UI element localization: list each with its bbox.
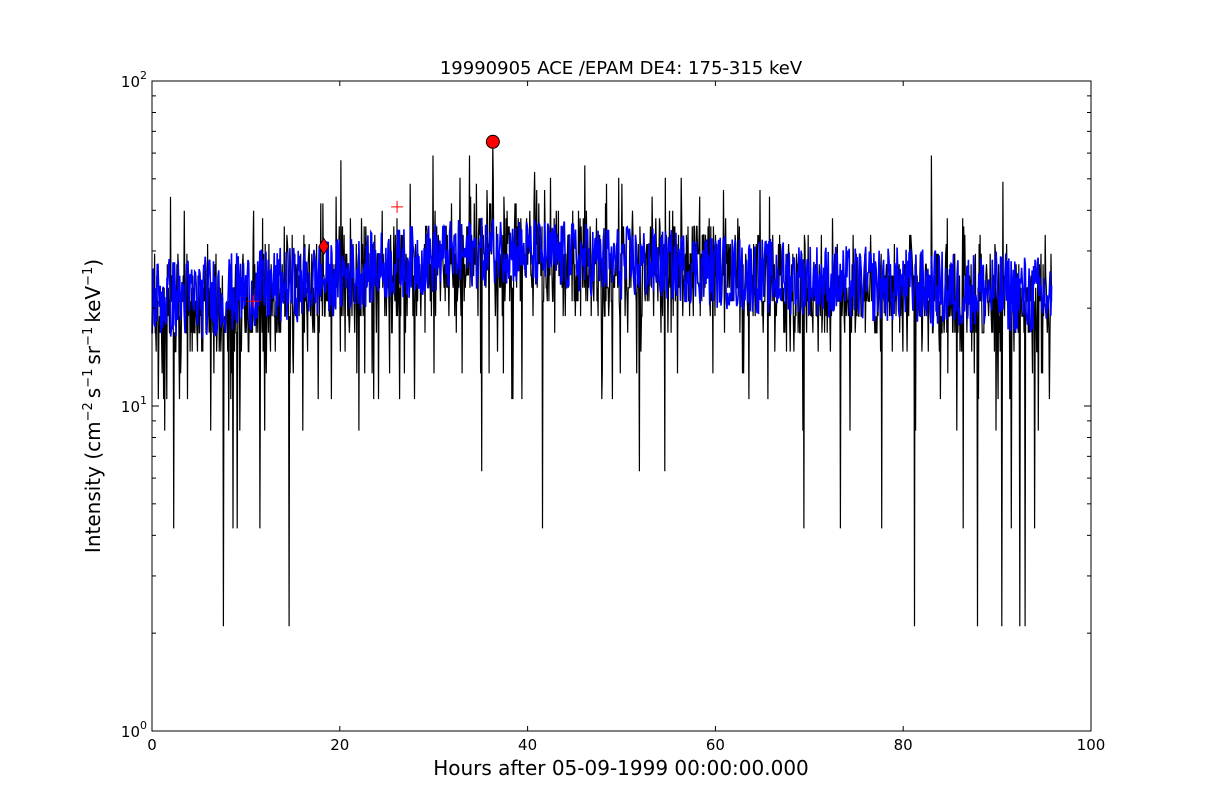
x-tick-label: 20 — [330, 736, 349, 754]
x-tick-label: 0 — [147, 736, 157, 754]
y-tick-exponent: 1 — [140, 394, 147, 407]
y-tick-label: 102 — [121, 69, 147, 91]
x-tick-label: 40 — [518, 736, 537, 754]
markers — [247, 134, 500, 308]
x-tick-label: 80 — [894, 736, 913, 754]
y-axis-label-close: ) — [81, 259, 105, 267]
series-smoothed — [151, 217, 1053, 339]
y-axis-label: Intensity (cm−2s−1sr−1keV−1) — [81, 259, 105, 553]
chart-title: 19990905 ACE /EPAM DE4: 175-315 keV — [440, 58, 803, 79]
onset-marker-diamond — [318, 237, 330, 256]
y-axis-label-exp3: −1 — [81, 327, 96, 346]
y-axis-label-main: Intensity (cm — [81, 421, 105, 553]
y-tick-base: 10 — [121, 398, 140, 416]
y-tick-label: 100 — [121, 719, 147, 741]
x-tick-label: 60 — [706, 736, 725, 754]
y-axis-label-unit3: keV — [81, 286, 105, 323]
y-tick-exponent: 2 — [140, 69, 147, 82]
peak-marker-circle — [485, 134, 500, 149]
y-axis-label-unit2: sr — [81, 345, 105, 364]
y-tick-base: 10 — [121, 73, 140, 91]
plot-area — [151, 134, 1053, 627]
y-tick-label: 101 — [121, 394, 147, 416]
y-axis-label-exp4: −1 — [81, 267, 96, 286]
x-axis-ticks: 0 20 40 60 80 100 — [147, 81, 1105, 754]
x-tick-label: 100 — [1077, 736, 1106, 754]
y-axis-label-unit: s — [81, 388, 105, 398]
smoothed-intensity-line — [151, 217, 1053, 339]
y-tick-base: 10 — [121, 723, 140, 741]
y-axis-label-exp1: −2 — [81, 402, 96, 421]
x-axis-label: Hours after 05-09-1999 00:00:00.000 — [433, 756, 809, 780]
y-tick-exponent: 0 — [140, 719, 147, 732]
plus-marker-3 — [391, 200, 404, 213]
plus-marker-2 — [247, 295, 260, 308]
y-axis-label-exp2: −1 — [81, 369, 96, 388]
